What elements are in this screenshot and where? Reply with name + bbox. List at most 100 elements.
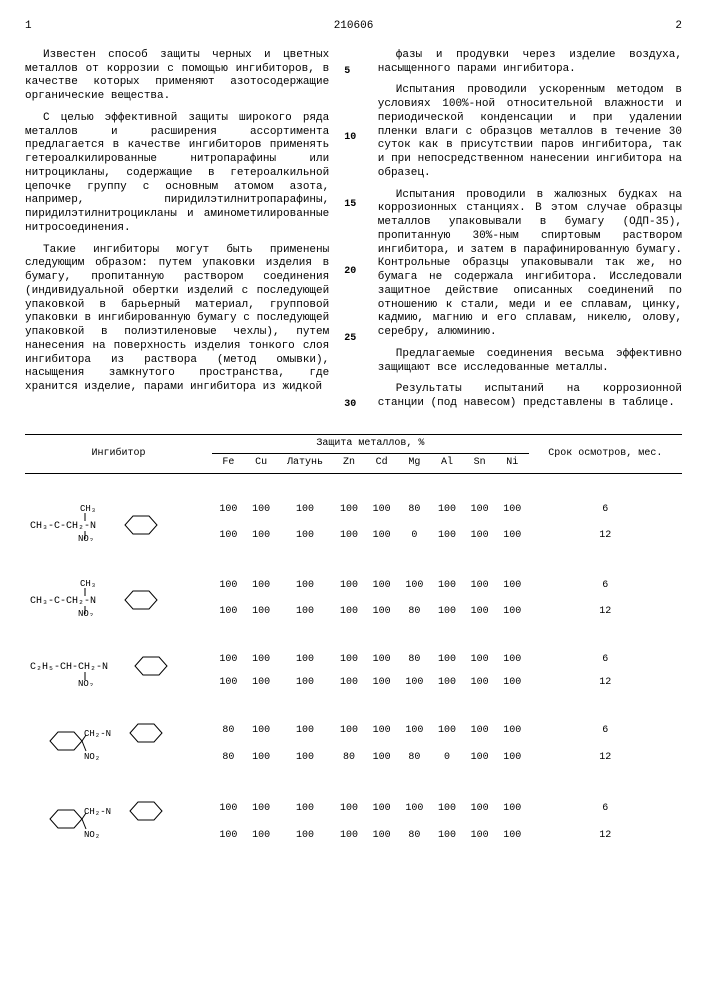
cell: 100 [496,599,529,625]
cell: 100 [431,672,464,695]
svg-text:CH₃: CH₃ [80,579,96,589]
cell: 100 [333,649,366,672]
cell: 100 [245,573,278,599]
para: фазы и продувки через изделие воздуха, н… [378,49,682,77]
cell: 100 [365,573,398,599]
svg-text:C₂H₅-CH-CH₂-N: C₂H₅-CH-CH₂-N [30,662,108,673]
cell: 6 [529,498,682,524]
cell: 100 [398,672,431,695]
svg-text:NO₂: NO₂ [84,752,100,762]
line-num: 15 [344,199,363,212]
cell: 100 [245,599,278,625]
svg-text:NO₂: NO₂ [78,534,94,541]
cell: 100 [333,498,366,524]
cell: 100 [333,599,366,625]
cell: 6 [529,796,682,823]
para: Известен способ защиты черных и цветных … [25,49,329,104]
left-column: Известен способ защиты черных и цветных … [25,49,329,419]
cell: 80 [398,745,431,772]
cell: 100 [463,573,496,599]
svg-text:NO₂: NO₂ [78,609,94,616]
cell: 100 [277,672,332,695]
cell: 100 [333,524,366,550]
cell: 100 [431,649,464,672]
cell: 80 [398,599,431,625]
cell: 12 [529,672,682,695]
text-columns: Известен способ защиты черных и цветных … [25,49,682,419]
table-row: C₂H₅-CH-CH₂-N NO₂ 100 100 100 100 100 80… [25,649,682,672]
svg-text:CH₃-C-CH₂-N: CH₃-C-CH₂-N [30,596,96,607]
svg-text:CH₃: CH₃ [80,504,96,514]
cell: 100 [333,796,366,823]
line-num: 20 [344,266,363,279]
cell: 100 [212,599,245,625]
cell: 100 [431,796,464,823]
table-row: CH₂-N NO₂ 100 100 100 100 100 100 100 10… [25,796,682,823]
cell: 100 [245,649,278,672]
cell: 100 [277,599,332,625]
inhibitor-structure: CH₃ CH₃-C-CH₂-N NO₂ [25,498,212,550]
cell: 100 [277,498,332,524]
th-metal: Fe [212,454,245,474]
cell: 100 [212,524,245,550]
table-row: CH₃ CH₃-C-CH₂-N NO₂ 100 100 100 100 100 … [25,498,682,524]
th-metal: Cd [365,454,398,474]
svg-text:NO₂: NO₂ [84,830,100,840]
chem-structure-icon: CH₃ CH₃-C-CH₂-N NO₂ [30,576,160,616]
cell: 100 [277,796,332,823]
cell: 80 [212,718,245,745]
svg-text:CH₂-N: CH₂-N [84,807,111,817]
cell: 0 [398,524,431,550]
cell: 100 [245,745,278,772]
cell: 100 [463,524,496,550]
cell: 100 [365,718,398,745]
page-header: 1 210606 2 [25,20,682,34]
cell: 100 [496,718,529,745]
cell: 100 [365,796,398,823]
cell: 80 [212,745,245,772]
cell: 100 [365,599,398,625]
cell: 100 [463,649,496,672]
cell: 100 [463,599,496,625]
cell: 100 [212,498,245,524]
inhibitor-structure: C₂H₅-CH-CH₂-N NO₂ [25,649,212,695]
line-num: 30 [344,399,363,412]
cell: 100 [333,823,366,850]
cell: 100 [496,796,529,823]
cell: 100 [463,823,496,850]
cell: 100 [212,823,245,850]
doc-number: 210606 [334,20,374,34]
cell: 100 [277,649,332,672]
cell: 100 [463,498,496,524]
line-num: 25 [344,333,363,346]
cell: 100 [333,718,366,745]
para: Предлагаемые соединения весьма эффективн… [378,348,682,376]
cell: 100 [245,796,278,823]
cell: 80 [333,745,366,772]
th-metal: Al [431,454,464,474]
chem-structure-icon: C₂H₅-CH-CH₂-N NO₂ [30,652,170,686]
cell: 100 [463,745,496,772]
cell: 6 [529,573,682,599]
line-number-gutter: 5 10 15 20 25 30 [344,59,363,419]
th-metal: Латунь [277,454,332,474]
cell: 100 [245,718,278,745]
th-inhibitor: Ингибитор [25,434,212,473]
cell: 100 [496,672,529,695]
header-left: 1 [25,20,32,34]
inhibitor-structure: CH₃ CH₃-C-CH₂-N NO₂ [25,573,212,625]
cell: 100 [365,823,398,850]
cell: 100 [431,498,464,524]
para: Такие ингибиторы могут быть применены сл… [25,244,329,395]
cell: 12 [529,524,682,550]
cell: 100 [496,524,529,550]
cell: 100 [431,524,464,550]
inhibitor-structure: CH₂-N NO₂ [25,796,212,850]
cell: 100 [277,745,332,772]
cell: 100 [496,649,529,672]
cell: 6 [529,718,682,745]
cell: 100 [431,718,464,745]
th-metal: Cu [245,454,278,474]
cell: 100 [245,524,278,550]
cell: 100 [398,573,431,599]
